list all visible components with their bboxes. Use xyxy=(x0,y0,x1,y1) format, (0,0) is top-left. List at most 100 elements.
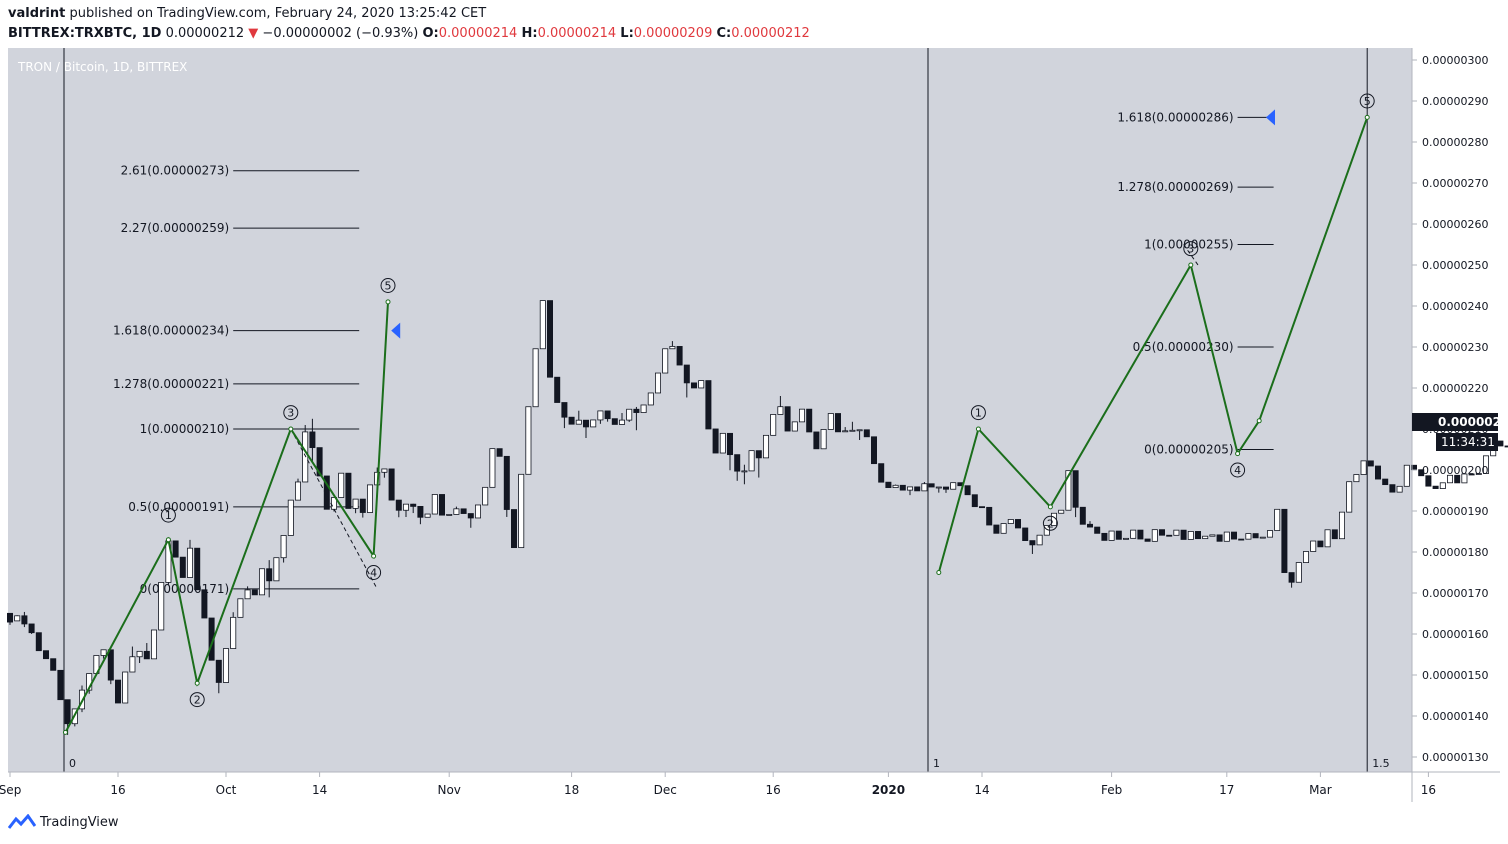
candle-body-up xyxy=(748,450,755,472)
candle xyxy=(1324,529,1331,548)
candle-body-up xyxy=(1396,485,1403,493)
candle-body-down xyxy=(460,508,467,514)
tradingview-logo[interactable]: TradingView xyxy=(8,814,119,830)
candle-body-down xyxy=(1115,530,1122,540)
target-marker-icon xyxy=(1266,109,1275,126)
candle-body-up xyxy=(258,568,265,596)
candle-body-down xyxy=(1159,529,1166,536)
candle xyxy=(662,348,669,374)
candle xyxy=(835,413,842,433)
candle-body-up xyxy=(1187,531,1194,540)
wave-label-circle xyxy=(1230,462,1246,478)
candle-body-down xyxy=(1252,533,1259,539)
candle-body-down xyxy=(388,468,395,501)
candle-body-down xyxy=(1101,532,1108,541)
candle xyxy=(1267,530,1274,538)
countdown-text: 11:34:31 xyxy=(1441,435,1495,449)
candle xyxy=(316,447,323,477)
candle-body-up xyxy=(532,348,539,408)
candle xyxy=(734,454,741,481)
candle-body-down xyxy=(691,382,698,389)
candle-body-down xyxy=(568,416,575,425)
candle-body-up xyxy=(719,432,726,454)
candle-body-up xyxy=(302,431,309,483)
candle xyxy=(237,598,244,618)
candle-body-down xyxy=(28,623,35,634)
candle-body-up xyxy=(1295,562,1302,583)
candle-body-down xyxy=(1144,538,1151,542)
fib-level-label: 0(0.00000205) xyxy=(1144,443,1234,457)
low-label: L: xyxy=(620,26,634,41)
candle xyxy=(626,408,633,422)
candle xyxy=(100,649,107,659)
chart-title: TRON / Bitcoin, 1D, BITTREX xyxy=(17,60,187,74)
price-tick-label: 0.00000230 xyxy=(1422,341,1488,354)
wave-point xyxy=(936,570,942,575)
price-tick-label: 0.00000170 xyxy=(1422,587,1488,600)
candle-body-down xyxy=(971,494,978,508)
candle-body-down xyxy=(633,408,640,413)
wave-label-text: 2 xyxy=(194,694,201,707)
candle xyxy=(201,589,208,619)
candle-body-up xyxy=(777,406,784,415)
candle xyxy=(799,408,806,423)
candle xyxy=(676,346,683,366)
candle-body-up xyxy=(619,419,626,425)
candle-body-up xyxy=(1151,529,1158,542)
symbol-label[interactable]: BITTREX:TRXBTC, 1D xyxy=(8,26,162,41)
candle xyxy=(496,448,503,457)
candle-body-down xyxy=(705,380,712,430)
candle-body-up xyxy=(1202,535,1209,540)
candle-body-up xyxy=(763,434,770,459)
candle-body-down xyxy=(1087,523,1094,528)
candle-body-down xyxy=(35,632,42,652)
candle-body-up xyxy=(14,615,21,622)
price-tick-label: 0.00000250 xyxy=(1422,259,1488,272)
candle xyxy=(1159,529,1166,536)
candle xyxy=(518,473,525,549)
last-price: 0.00000212 xyxy=(165,26,245,41)
candle xyxy=(863,429,870,438)
candle xyxy=(309,418,316,463)
author-name[interactable]: valdrint xyxy=(8,6,66,21)
header-line-2: BITTREX:TRXBTC, 1D 0.00000212 ▼ −0.00000… xyxy=(8,26,810,41)
candle xyxy=(129,646,136,673)
candle-body-up xyxy=(446,514,453,516)
candle xyxy=(359,498,366,518)
close-label: C: xyxy=(716,26,732,41)
candle xyxy=(107,649,114,685)
candle-body-up xyxy=(698,380,705,389)
candle-body-up xyxy=(453,508,460,515)
candle-body-down xyxy=(1331,529,1338,540)
candle xyxy=(971,494,978,508)
candle-body-down xyxy=(1418,469,1425,477)
candle-body-down xyxy=(1029,540,1036,546)
candle xyxy=(266,560,273,598)
candle-body-down xyxy=(194,547,201,591)
high-label: H: xyxy=(521,26,538,41)
candle-body-up xyxy=(935,486,942,489)
wave-point xyxy=(62,729,68,735)
candle xyxy=(813,431,820,450)
time-tick-label: 2020 xyxy=(872,783,905,797)
candle-body-up xyxy=(1461,473,1468,484)
candle xyxy=(323,475,330,510)
candle-body-down xyxy=(835,413,842,433)
candle-body-down xyxy=(510,509,517,549)
candle-body-up xyxy=(129,656,136,673)
candle-body-down xyxy=(1281,508,1288,573)
candle-body-down xyxy=(1166,534,1173,537)
time-tick-label: 16 xyxy=(1421,783,1436,797)
candle-body-down xyxy=(1497,440,1504,447)
candle xyxy=(1375,465,1382,480)
open-value: 0.00000214 xyxy=(438,26,518,41)
candle xyxy=(921,482,928,492)
candle xyxy=(1281,508,1288,573)
candle-body-down xyxy=(438,494,445,516)
candle xyxy=(510,509,517,549)
candle-body-down xyxy=(21,615,28,625)
candle-body-up xyxy=(655,372,662,394)
fib-level-label: 0(0.00000171) xyxy=(140,582,230,596)
candle xyxy=(402,503,409,517)
